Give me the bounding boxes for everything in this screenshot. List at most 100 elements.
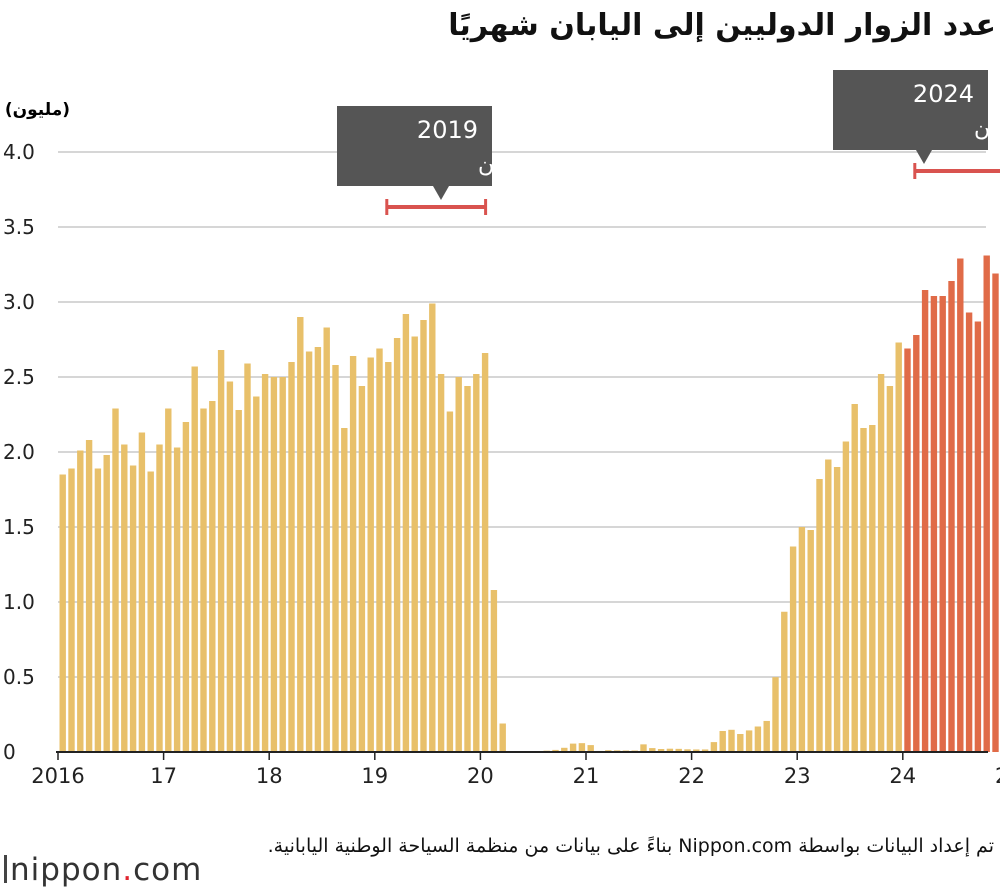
bar <box>798 527 806 752</box>
bar <box>332 365 339 752</box>
bar <box>640 744 647 752</box>
bar <box>121 444 128 752</box>
bar <box>437 374 445 752</box>
bar <box>490 590 498 752</box>
bar <box>94 468 102 752</box>
bar <box>191 366 198 752</box>
x-axis: 2016 17 18 19 20 21 22 23 24 25 <box>31 751 1000 788</box>
bar <box>948 281 955 752</box>
y-tick-label: 0.5 <box>3 665 35 689</box>
bar <box>279 377 286 752</box>
bar <box>173 447 181 752</box>
bar <box>270 377 278 752</box>
bar <box>103 455 110 752</box>
bar <box>745 730 753 752</box>
bar <box>129 465 137 752</box>
x-tick-label: 21 <box>573 764 600 788</box>
bar <box>182 422 190 752</box>
y-tick-label: 1.0 <box>3 590 35 614</box>
bar <box>842 441 850 752</box>
bar <box>877 374 885 752</box>
bar <box>675 748 682 752</box>
bar <box>939 296 946 752</box>
bar <box>411 336 418 752</box>
bar <box>481 353 489 752</box>
bar <box>992 273 999 752</box>
bar <box>587 745 594 752</box>
callout-total: 36.9 مليون <box>974 117 1000 142</box>
bar <box>816 479 823 752</box>
bar <box>833 467 841 752</box>
bar <box>921 290 929 752</box>
callout-total: 31.9 مليون <box>478 153 587 178</box>
bar <box>288 362 295 752</box>
bar <box>754 726 762 752</box>
nippon-logo: nippon.com <box>4 852 202 888</box>
bar <box>165 408 172 752</box>
bar <box>147 471 154 752</box>
bar <box>429 303 436 752</box>
bar <box>763 720 770 752</box>
bar <box>737 734 744 752</box>
bar <box>393 338 401 752</box>
y-tick-label: 2.0 <box>3 440 35 464</box>
bar <box>244 363 251 752</box>
bar <box>499 723 506 752</box>
bar <box>209 401 216 752</box>
bar <box>930 296 938 752</box>
bar <box>974 321 982 752</box>
logo-mark <box>4 855 7 883</box>
callout-pointer <box>433 186 449 200</box>
source-note: تم إعداد البيانات بواسطة Nippon.com بناء… <box>267 835 994 857</box>
bar <box>323 327 330 752</box>
y-tick-label: 4.0 <box>3 140 35 164</box>
bar <box>376 348 383 752</box>
bar <box>860 428 867 752</box>
bar <box>261 374 269 752</box>
bar <box>789 546 797 752</box>
x-tick-label: 24 <box>889 764 916 788</box>
bars <box>59 255 999 752</box>
bar <box>156 444 163 752</box>
x-tick-label: 25 <box>995 764 1000 788</box>
callout-year: 2024 <box>913 80 974 108</box>
bar <box>68 468 75 752</box>
bar <box>825 459 832 752</box>
bar <box>710 742 718 752</box>
bar <box>983 255 990 752</box>
bar <box>693 749 700 752</box>
bar <box>728 729 735 752</box>
bar <box>851 404 858 752</box>
y-tick-label: 0 <box>3 740 16 764</box>
callout-pointer <box>916 150 932 164</box>
bar-chart: 0 0.5 1.0 1.5 2.0 2.5 3.0 3.5 4.0 2016 17 18 19 20 21… <box>3 70 1000 788</box>
y-axis-ticks: 0 0.5 1.0 1.5 2.0 2.5 3.0 3.5 4.0 <box>3 140 35 764</box>
bar <box>772 677 779 752</box>
bar <box>552 749 559 752</box>
bar <box>569 743 577 752</box>
bar <box>235 410 242 752</box>
bar <box>578 743 586 752</box>
bar <box>305 351 313 752</box>
bar <box>402 314 410 752</box>
bar <box>226 381 234 752</box>
callout-box <box>337 106 492 186</box>
x-tick-label: 23 <box>784 764 811 788</box>
bar <box>666 748 674 752</box>
bar <box>358 386 366 752</box>
x-tick-label: 2016 <box>31 764 84 788</box>
bar <box>719 731 726 752</box>
bar <box>649 748 656 752</box>
bar <box>895 342 902 752</box>
bar <box>367 357 374 752</box>
bar <box>314 347 322 752</box>
bar <box>138 432 146 752</box>
bar <box>455 377 462 752</box>
bar <box>349 356 357 752</box>
y-tick-label: 1.5 <box>3 515 35 539</box>
x-tick-label: 17 <box>150 764 177 788</box>
y-tick-label: 3.0 <box>3 290 35 314</box>
bar <box>684 749 691 752</box>
bar <box>200 408 207 752</box>
bar <box>464 386 471 752</box>
